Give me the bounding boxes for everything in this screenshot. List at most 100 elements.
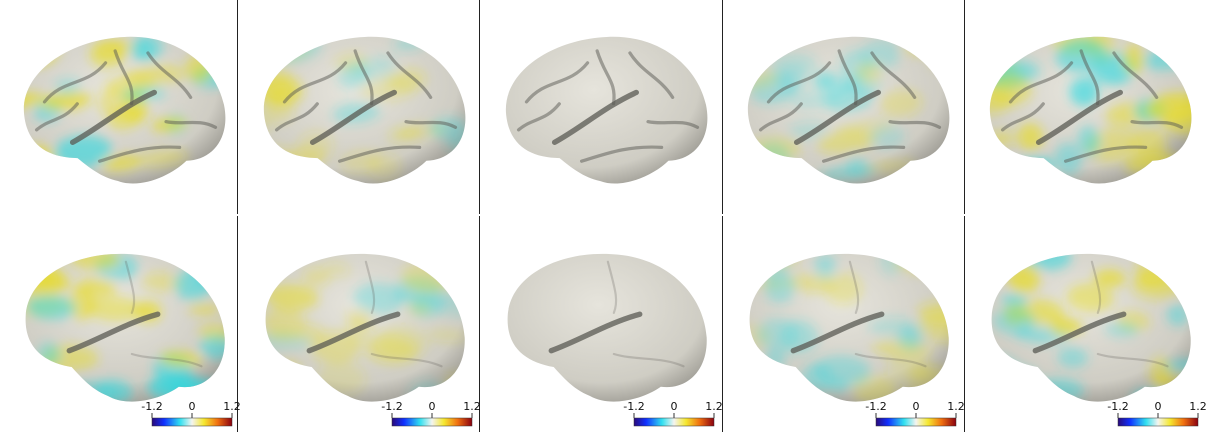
sulci [34, 49, 218, 163]
sulci [548, 260, 685, 368]
sulcus [164, 120, 218, 129]
sulcus [370, 352, 443, 368]
colorbar-gradient [151, 417, 233, 427]
colorbar-gradient [391, 417, 473, 427]
sulci [306, 260, 443, 368]
activation-blob [151, 117, 187, 133]
colorbar-tick-label: 0 [671, 400, 678, 413]
activation-blob [265, 83, 304, 104]
activation-blob [297, 130, 335, 162]
sulcus [364, 260, 376, 314]
activation-blob [257, 177, 289, 195]
activation-blob [353, 283, 405, 315]
colorbar: -1.2 0 1.2 [141, 400, 241, 427]
sulcus [1112, 51, 1159, 99]
activation-blob [926, 39, 949, 70]
sulci [66, 260, 203, 368]
activation-blob [756, 161, 792, 180]
sulcus [404, 120, 458, 129]
activation-blob [816, 129, 877, 154]
sulcus [42, 61, 108, 104]
activation-blob [18, 166, 75, 190]
sulcus [766, 61, 832, 104]
brain [987, 248, 1196, 407]
sulcus [595, 49, 616, 106]
sulcus [386, 51, 433, 99]
colorbar-tick-label: -1.2 [141, 400, 162, 413]
sylvian-fissure [790, 311, 885, 354]
colorbar-tick-label: 0 [913, 400, 920, 413]
sylvian-fissure [306, 311, 401, 354]
sulcus [282, 61, 348, 104]
activation-blob [27, 161, 65, 182]
activation-blob [1130, 127, 1167, 158]
brain [506, 36, 708, 184]
sulcus [516, 102, 561, 132]
sulcus [353, 49, 374, 106]
sylvian-fissure [793, 89, 881, 146]
sulcus [524, 61, 590, 104]
colorbar: -1.2 0 1.2 [381, 400, 481, 427]
sylvian-fissure [309, 89, 397, 146]
sulci [1032, 260, 1169, 368]
activation-blob [745, 370, 794, 393]
activation-blob [302, 267, 331, 287]
activation-blob [96, 39, 137, 55]
sulcus [888, 120, 942, 129]
activation-blob [1166, 303, 1189, 326]
colorbar-tick-label: 1.2 [1189, 400, 1207, 413]
sulcus [758, 102, 803, 132]
activation-blob [1057, 347, 1088, 368]
sulcus [1130, 120, 1184, 129]
activation-blob [769, 53, 817, 79]
activation-blob [426, 327, 467, 343]
sylvian-fissure [66, 311, 161, 354]
colorbar-tick-label: -1.2 [381, 400, 402, 413]
activation-blob [25, 362, 67, 395]
sulcus [1000, 102, 1045, 132]
activation-blob [1000, 367, 1038, 381]
activation-blob [441, 248, 470, 277]
activation-blob [987, 73, 1033, 106]
activation-blob [25, 295, 77, 320]
sulci [758, 49, 942, 163]
activation-blob [159, 350, 204, 367]
activation-blob [395, 290, 453, 307]
activation-blob [786, 273, 835, 293]
activation-blob [262, 283, 320, 309]
colorbar-tick-label: 1.2 [947, 400, 965, 413]
activation-blob [1133, 389, 1170, 407]
activation-blob [823, 272, 863, 305]
sulci [516, 49, 700, 163]
sulci [274, 49, 458, 163]
activation-blob [993, 307, 1036, 335]
colorbar-gradient [633, 417, 715, 427]
activation-blob [1122, 43, 1145, 75]
brain [257, 31, 472, 195]
sulcus [848, 260, 860, 314]
sulcus [1079, 49, 1100, 106]
colorbar-tick-label: -1.2 [1107, 400, 1128, 413]
activation-blob [756, 318, 800, 351]
sulcus [870, 51, 917, 99]
activation-blob [134, 149, 189, 167]
sulcus [274, 102, 319, 132]
activation-blob [918, 309, 954, 343]
sulcus [1063, 145, 1148, 163]
sulcus [579, 145, 664, 163]
activation-blob [987, 248, 1024, 268]
sulci [790, 260, 927, 368]
brain [261, 248, 470, 407]
sulcus [606, 260, 618, 314]
activation-blob [85, 296, 143, 322]
colorbar-tick-label: 0 [1155, 400, 1162, 413]
activation-blob [897, 326, 924, 351]
brain [983, 28, 1198, 184]
sylvian-fissure [551, 89, 639, 146]
activation-blob [1069, 77, 1099, 107]
colorbar-tick-label: 1.2 [223, 400, 241, 413]
activation-blob [845, 155, 868, 177]
activation-blob [923, 30, 948, 53]
colorbar-tick-label: 0 [429, 400, 436, 413]
sulcus [612, 352, 685, 368]
